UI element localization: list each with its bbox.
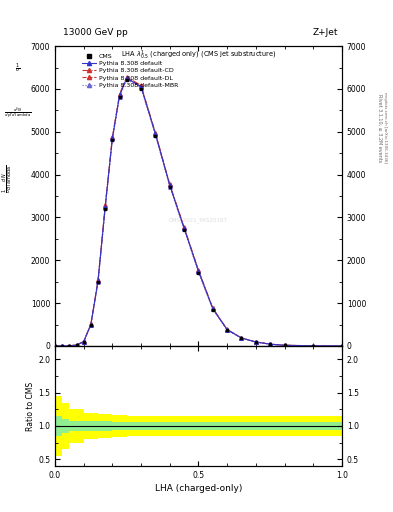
Text: Z+Jet: Z+Jet xyxy=(312,28,338,37)
Text: CMS_2021_PAS20187: CMS_2021_PAS20187 xyxy=(169,217,228,223)
Text: $\frac{1}{\sigma}\frac{dN}{d\,\mathrm{lambda}}$: $\frac{1}{\sigma}\frac{dN}{d\,\mathrm{la… xyxy=(1,165,15,194)
Legend: CMS, Pythia 8.308 default, Pythia 8.308 default-CD, Pythia 8.308 default-DL, Pyt: CMS, Pythia 8.308 default, Pythia 8.308 … xyxy=(80,51,180,90)
Text: 13000 GeV pp: 13000 GeV pp xyxy=(63,28,128,37)
Y-axis label: Ratio to CMS: Ratio to CMS xyxy=(26,381,35,431)
Text: LHA $\lambda^1_{0.5}$ (charged only) (CMS jet substructure): LHA $\lambda^1_{0.5}$ (charged only) (CM… xyxy=(121,49,276,62)
Text: Rivet 3.1.10, ≥ 3.2M events: Rivet 3.1.10, ≥ 3.2M events xyxy=(377,94,382,162)
Text: mcplots.cern.ch [arXiv:1306.3436]: mcplots.cern.ch [arXiv:1306.3436] xyxy=(383,93,387,163)
Text: $\frac{1}{\sigma}$: $\frac{1}{\sigma}$ xyxy=(15,61,20,75)
Text: $\frac{d^2N}{d\,p_T\,d\,\mathrm{lambda}}$: $\frac{d^2N}{d\,p_T\,d\,\mathrm{lambda}}… xyxy=(4,106,31,121)
X-axis label: LHA (charged-only): LHA (charged-only) xyxy=(155,484,242,493)
